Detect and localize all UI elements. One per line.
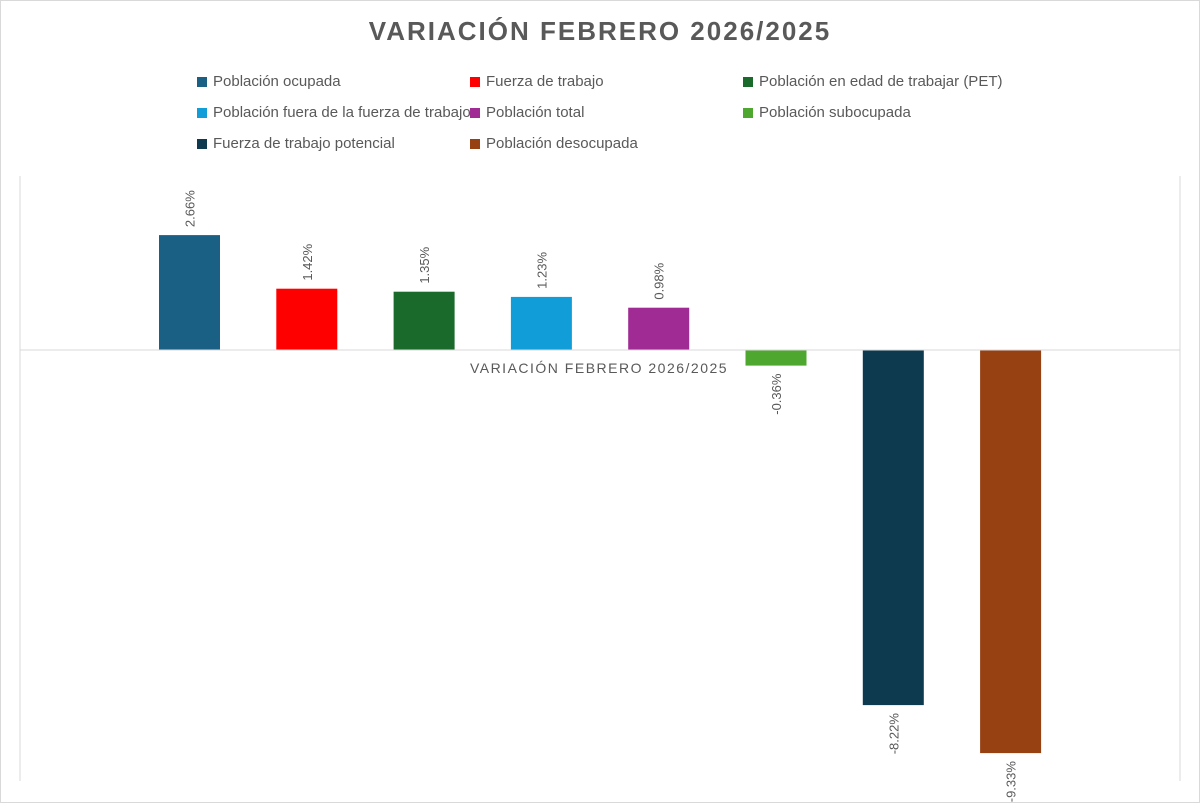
legend-label: Población total (486, 104, 585, 121)
legend-swatch (197, 138, 207, 149)
legend-label: Población ocupada (213, 73, 341, 90)
legend-label: Fuerza de trabajo potencial (213, 135, 395, 152)
legend-swatch (470, 107, 480, 118)
data-label-6: -8.22% (886, 713, 901, 755)
bars-layer (159, 235, 1042, 754)
data-label-3: 1.23% (534, 252, 549, 289)
legend-swatch (470, 138, 480, 149)
legend-swatch (197, 107, 207, 118)
legend-item-fuerza-trabajo-potencial: Fuerza de trabajo potencial (197, 135, 395, 152)
data-label-2: 1.35% (417, 246, 432, 283)
legend-swatch (197, 76, 207, 87)
bar-4 (628, 307, 690, 350)
bar-2 (393, 291, 455, 350)
bar-6 (862, 350, 924, 706)
data-labels-layer: 2.66% 1.42% 1.35% 1.23% 0.98% -0.36% -8.22% -9.… (183, 190, 1019, 802)
legend-label: Fuerza de trabajo (486, 73, 604, 90)
data-label-5: -0.36% (769, 373, 784, 415)
legend-item-poblacion-subocupada: Población subocupada (743, 104, 911, 121)
legend-swatch (470, 76, 480, 87)
legend-swatch (743, 76, 753, 87)
bar-7 (980, 350, 1042, 754)
legend-label: Población fuera de la fuerza de trabajo (213, 104, 471, 121)
data-label-4: 0.98% (652, 262, 667, 299)
chart-title: VARIACIÓN FEBRERO 2026/2025 (368, 16, 832, 46)
bar-1 (276, 288, 338, 350)
legend-label: Población en edad de trabajar (PET) (759, 73, 1003, 90)
x-axis-title: VARIACIÓN FEBRERO 2026/2025 (470, 360, 728, 376)
legend-item-fuera-fuerza-trabajo: Población fuera de la fuerza de trabajo (197, 104, 471, 121)
bar-3 (510, 296, 572, 350)
bar-0 (159, 235, 220, 350)
legend-item-fuerza-de-trabajo: Fuerza de trabajo (470, 73, 604, 90)
legend-swatch (743, 107, 753, 118)
data-label-7: -9.33% (1004, 761, 1019, 803)
data-label-1: 1.42% (300, 243, 315, 280)
legend-item-poblacion-desocupada: Población desocupada (470, 135, 638, 152)
legend-item-pet: Población en edad de trabajar (PET) (743, 73, 1002, 90)
legend-label: Población desocupada (486, 135, 638, 152)
bar-5 (745, 350, 807, 366)
legend-item-poblacion-total: Población total (470, 104, 584, 121)
data-label-0: 2.66% (183, 190, 198, 227)
legend-label: Población subocupada (759, 104, 911, 121)
legend-item-poblacion-ocupada: Población ocupada (197, 73, 341, 90)
legend: Población ocupada Fuerza de trabajo Pobl… (0, 0, 1200, 160)
